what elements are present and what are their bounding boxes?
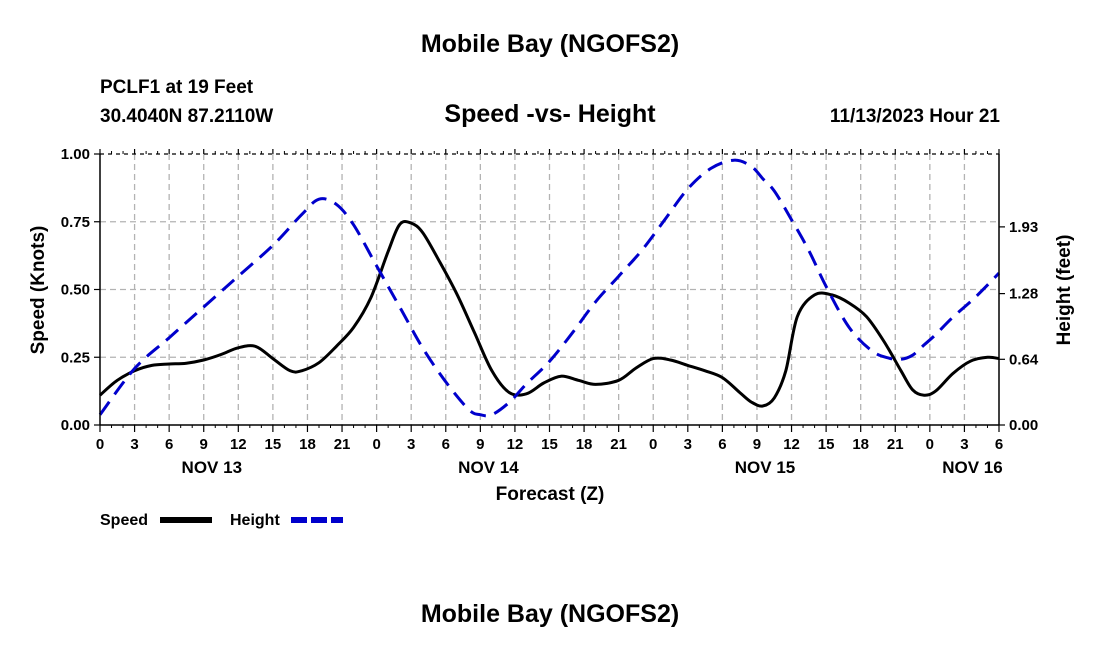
grid <box>100 154 999 425</box>
x-tick-label: 3 <box>960 436 968 453</box>
chart-title: Speed -vs- Height <box>444 100 656 128</box>
x-axis-title: Forecast (Z) <box>496 484 605 505</box>
day-label: NOV 16 <box>942 458 1002 477</box>
y2-tick-label: 0.64 <box>1009 351 1039 368</box>
y-tick-label: 0.50 <box>61 282 90 299</box>
day-label: NOV 15 <box>735 458 795 477</box>
y-axis-title: Speed (Knots) <box>28 226 49 355</box>
x-tick-label: 3 <box>684 436 692 453</box>
labels: 0 3 6 9 12 15 18 21 0 3 6 9 12 15 18 21 0 3 6 9 12 15 18 21 0 3 60… <box>28 146 1075 505</box>
legend-height-label: Height <box>230 512 280 529</box>
day-label: NOV 13 <box>182 458 242 477</box>
y-tick-label: 1.00 <box>61 146 90 163</box>
footer-title: Mobile Bay (NGOFS2) <box>420 600 680 628</box>
x-tick-label: 9 <box>200 436 208 453</box>
series-line-speed <box>99 220 1000 408</box>
x-tick-label: 3 <box>407 436 415 453</box>
legend-speed-label: Speed <box>100 512 148 529</box>
axes <box>94 149 1005 432</box>
x-tick-label: 9 <box>753 436 761 453</box>
x-tick-label: 15 <box>541 436 558 453</box>
x-tick-label: 12 <box>230 436 247 453</box>
y-tick-label: 0.75 <box>61 214 90 231</box>
x-tick-label: 12 <box>507 436 524 453</box>
x-tick-label: 18 <box>299 436 316 453</box>
y2-tick-label: 1.28 <box>1009 286 1038 303</box>
legend: Speed Height <box>100 512 343 529</box>
x-tick-label: 9 <box>476 436 484 453</box>
series <box>98 158 1001 418</box>
x-tick-label: 0 <box>372 436 380 453</box>
y-tick-label: 0.25 <box>61 349 90 366</box>
main-title: Mobile Bay (NGOFS2) <box>420 30 680 58</box>
x-tick-label: 12 <box>783 436 800 453</box>
x-tick-label: 18 <box>852 436 869 453</box>
x-tick-label: 15 <box>265 436 282 453</box>
x-tick-label: 21 <box>610 436 627 453</box>
datetime-label: 11/13/2023 Hour 21 <box>829 106 1000 127</box>
x-tick-label: 6 <box>165 436 173 453</box>
x-tick-label: 6 <box>718 436 726 453</box>
x-tick-label: 15 <box>818 436 835 453</box>
x-tick-label: 21 <box>887 436 904 453</box>
y2-axis-title: Height (feet) <box>1054 235 1075 346</box>
y2-tick-label: 0.00 <box>1009 417 1038 434</box>
series-line-height <box>98 158 1001 418</box>
x-tick-label: 6 <box>442 436 450 453</box>
location-label: 30.4040N 87.2110W <box>100 106 274 127</box>
x-tick-label: 3 <box>130 436 138 453</box>
y-tick-label: 0.00 <box>61 417 90 434</box>
station-label: PCLF1 at 19 Feet <box>100 77 254 98</box>
x-tick-label: 0 <box>649 436 657 453</box>
x-tick-label: 0 <box>926 436 934 453</box>
x-tick-label: 0 <box>96 436 104 453</box>
x-tick-label: 6 <box>995 436 1003 453</box>
day-label: NOV 14 <box>458 458 519 477</box>
y2-tick-label: 1.93 <box>1009 219 1038 236</box>
x-tick-label: 18 <box>576 436 593 453</box>
x-tick-label: 21 <box>334 436 351 453</box>
